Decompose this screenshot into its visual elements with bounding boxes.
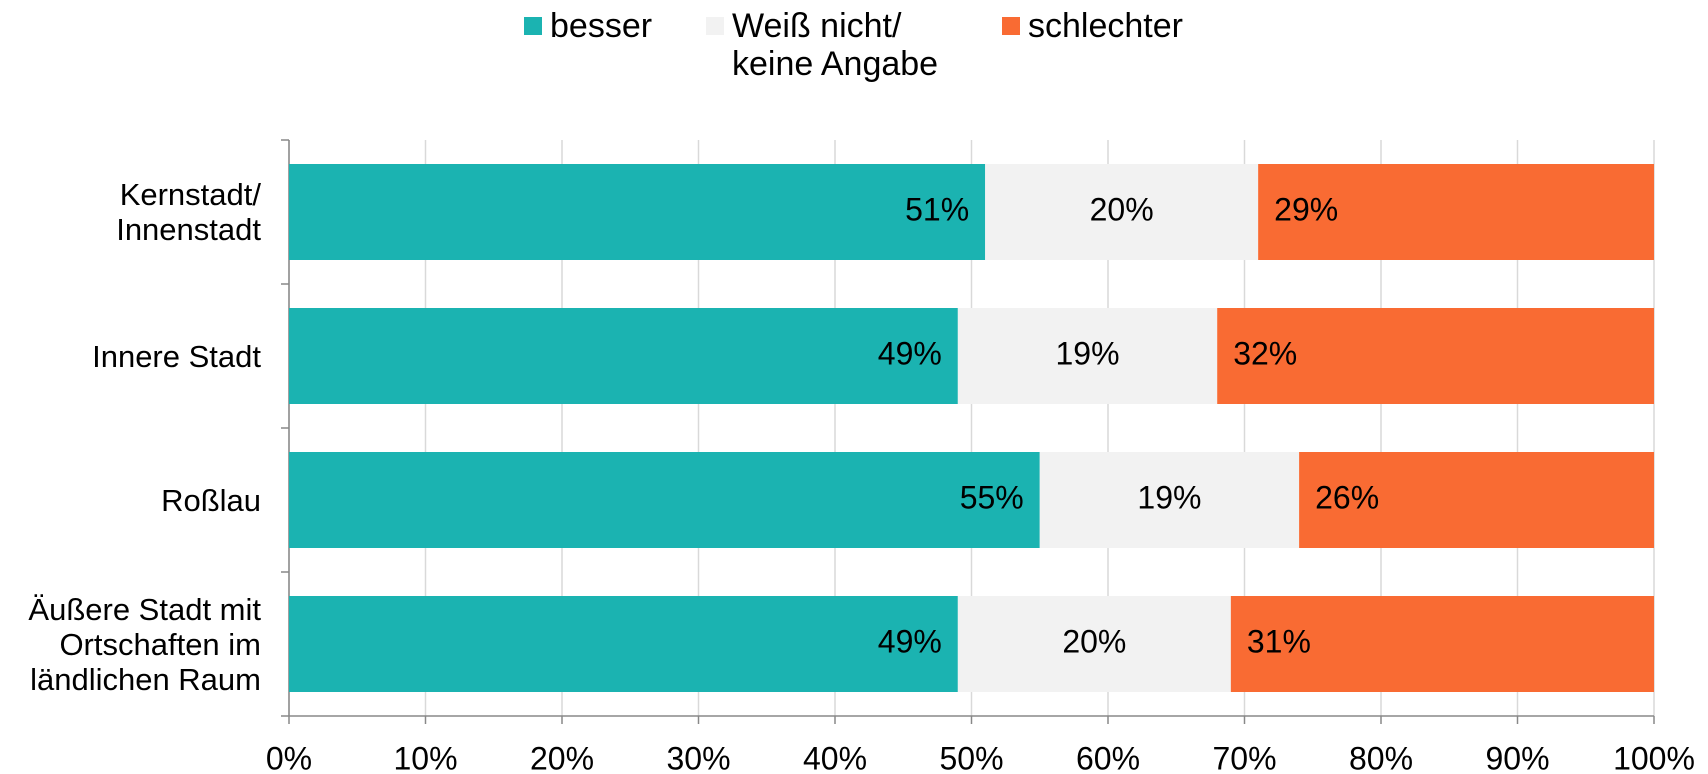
bar-segment (289, 452, 1040, 548)
legend-swatch (524, 17, 542, 35)
x-tick-label: 60% (1076, 740, 1140, 774)
data-label: 20% (1090, 191, 1154, 227)
legend-label: schlechter (1028, 7, 1183, 45)
data-label: 55% (960, 479, 1024, 515)
bar-segment (289, 596, 958, 692)
bar-segment (1230, 596, 1654, 692)
data-label: 19% (1137, 479, 1201, 515)
bar-segment (957, 596, 1231, 692)
data-label: 29% (1274, 191, 1338, 227)
bar-segment (1039, 452, 1300, 548)
data-label: 51% (905, 191, 969, 227)
x-tick-label: 90% (1485, 740, 1549, 774)
data-label: 32% (1233, 335, 1297, 371)
y-tick-label: Innere Stadt (92, 338, 261, 374)
legend-swatch (1002, 17, 1020, 35)
x-tick-label: 30% (666, 740, 730, 774)
x-tick-label: 50% (939, 740, 1003, 774)
data-label: 20% (1062, 623, 1126, 659)
x-tick-label: 10% (393, 740, 457, 774)
data-label: 31% (1247, 623, 1311, 659)
bar-segment (289, 308, 958, 404)
x-tick-label: 100% (1613, 740, 1695, 774)
x-tick-label: 80% (1349, 740, 1413, 774)
legend-label: Weiß nicht/ keine Angabe (732, 7, 939, 83)
bar-segment (289, 164, 986, 260)
x-tick-label: 40% (803, 740, 867, 774)
y-tick-label: Äußere Stadt mit Ortschaften im ländlich… (28, 591, 261, 697)
data-label: 49% (878, 335, 942, 371)
y-tick-label: Roßlau (161, 482, 261, 518)
bar-segment (957, 308, 1218, 404)
x-tick-label: 70% (1212, 740, 1276, 774)
bar-segment (1299, 452, 1654, 548)
legend-swatch (706, 17, 724, 35)
bar-segment (1258, 164, 1654, 260)
data-label: 26% (1315, 479, 1379, 515)
x-tick-label: 0% (266, 740, 312, 774)
bar-segment (1217, 308, 1654, 404)
legend-label: besser (550, 7, 653, 45)
x-tick-label: 20% (530, 740, 594, 774)
bar-segment (985, 164, 1259, 260)
data-label: 49% (878, 623, 942, 659)
data-label: 19% (1056, 335, 1120, 371)
y-tick-label: Kernstadt/ Innenstadt (116, 177, 261, 247)
